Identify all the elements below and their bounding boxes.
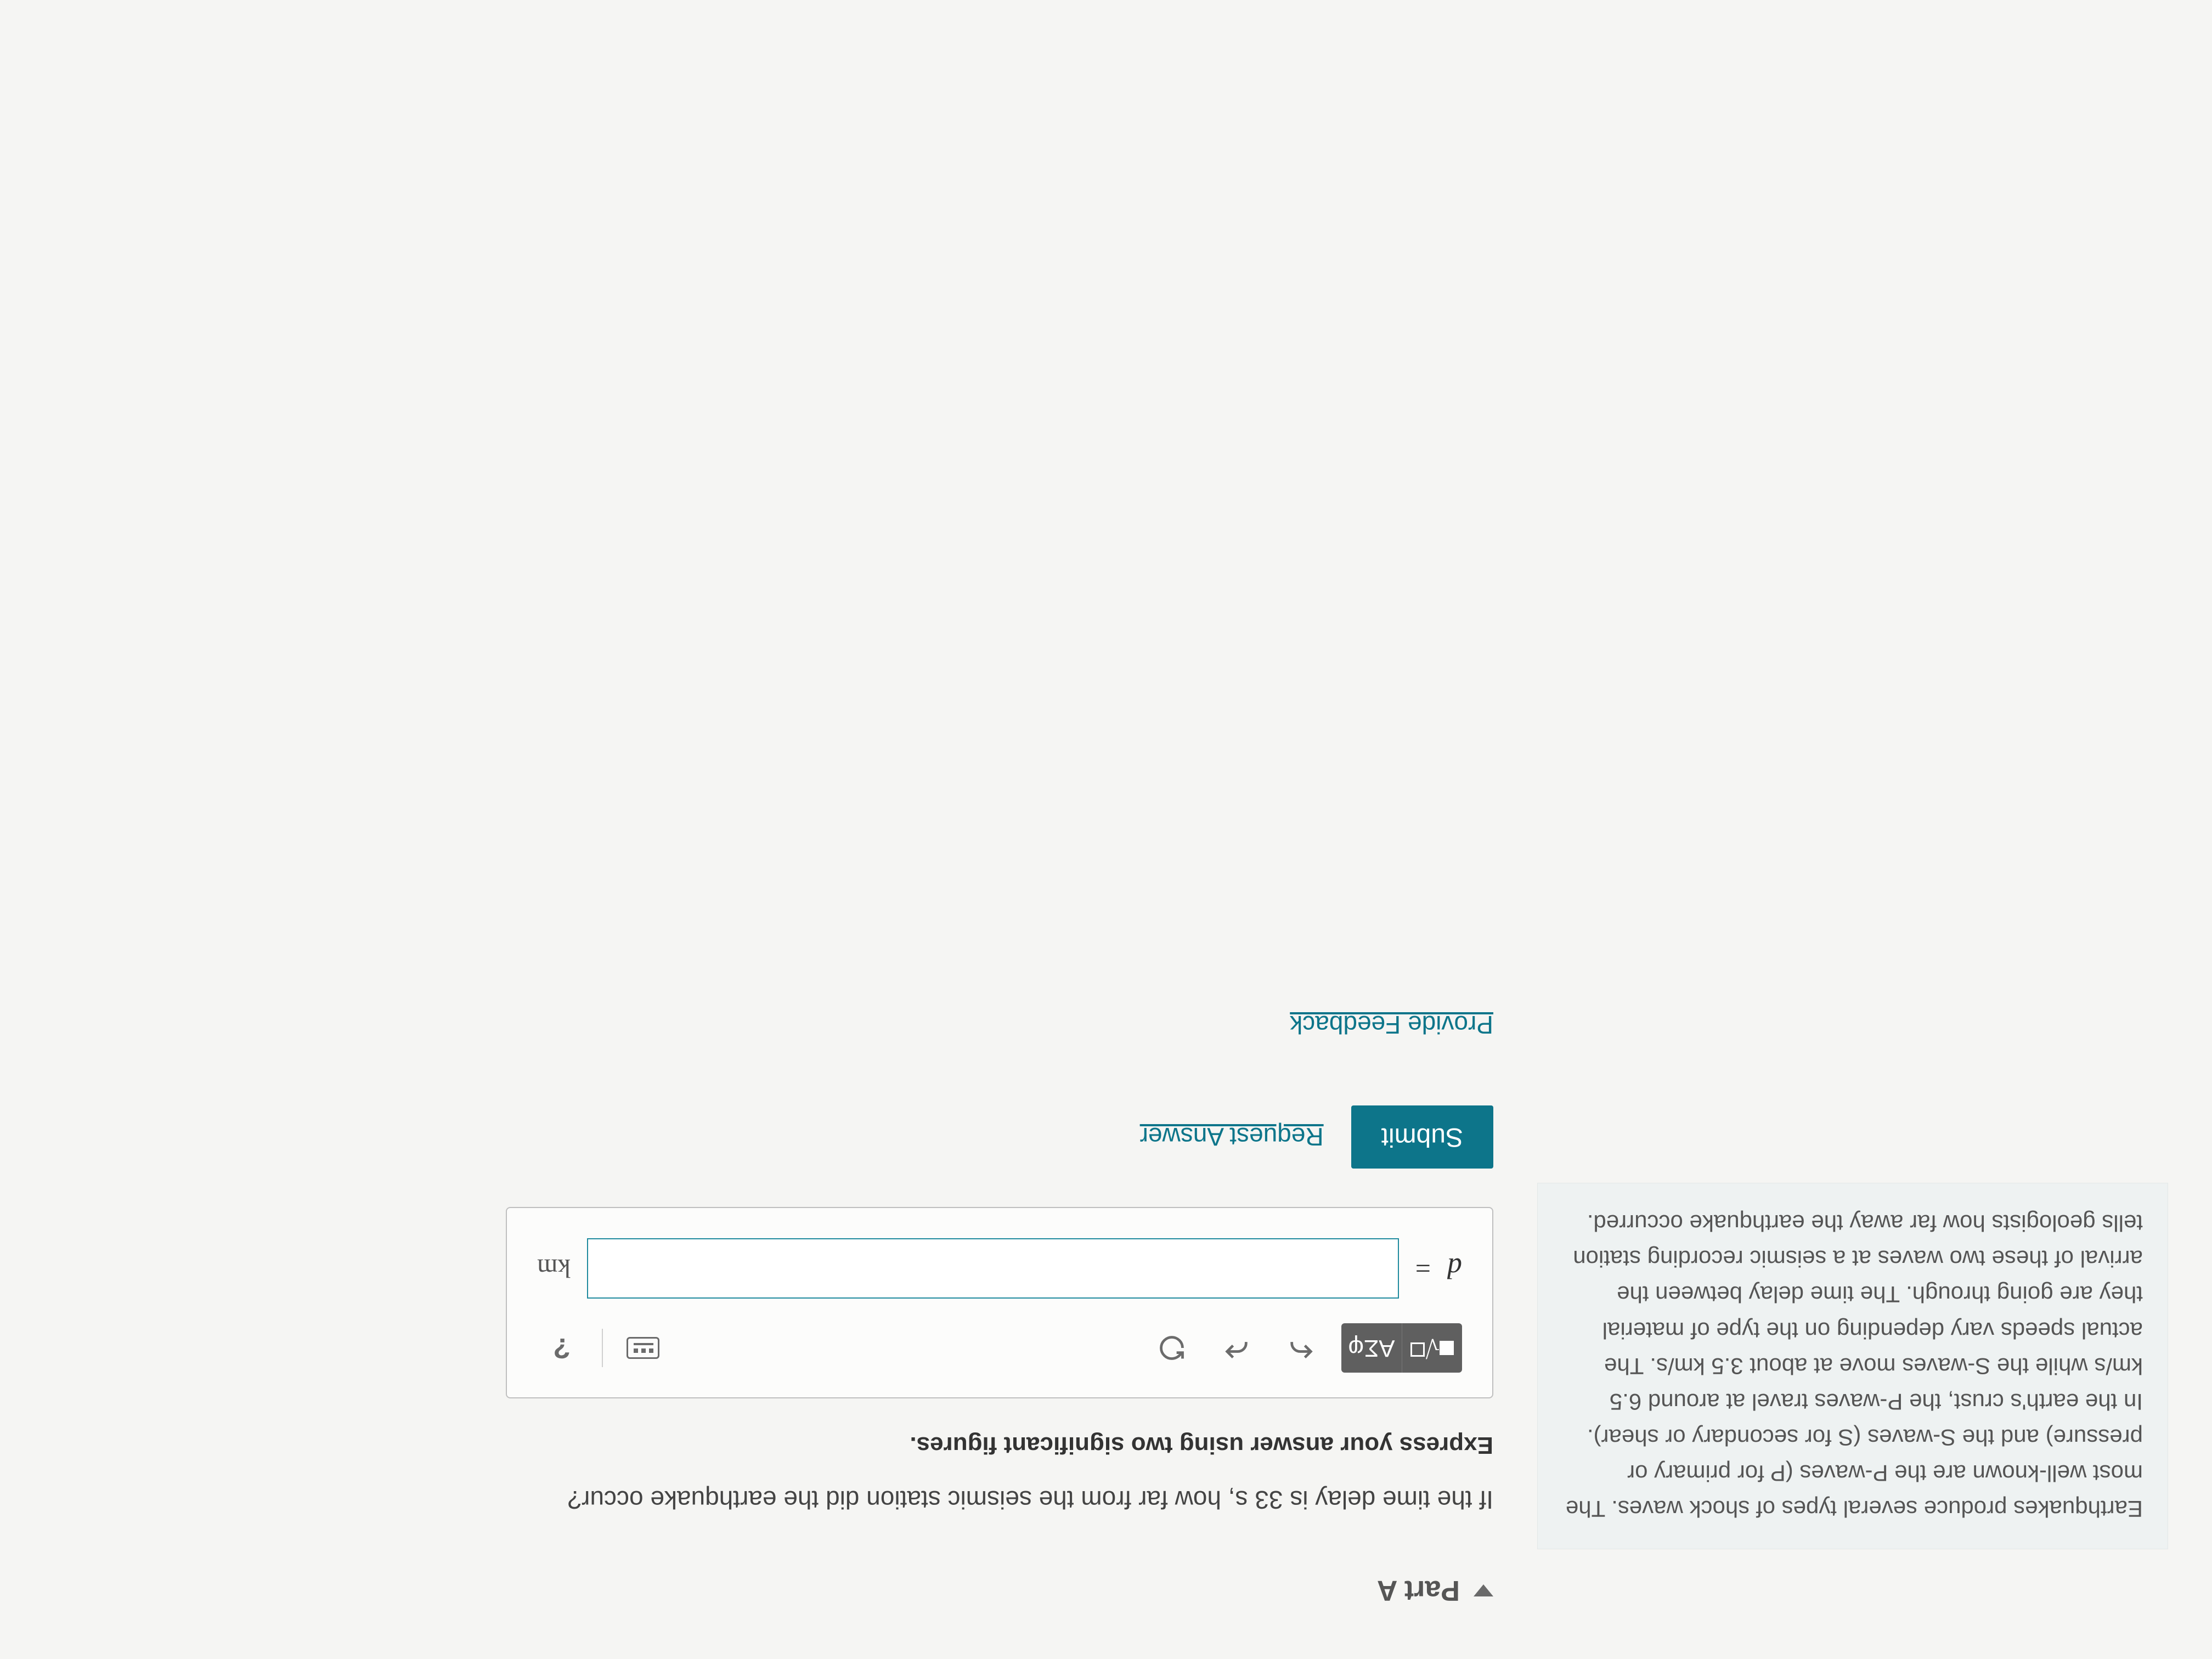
left-column: Earthquakes produce several types of sho… <box>1537 33 2168 1626</box>
keyboard-icon <box>627 1337 659 1359</box>
problem-context-box: Earthquakes produce several types of sho… <box>1537 1183 2168 1549</box>
question-text: If the time delay is 33 s, how far from … <box>44 1481 1493 1519</box>
undo-icon <box>1287 1334 1316 1362</box>
reset-icon <box>1158 1334 1186 1362</box>
keyboard-button[interactable] <box>618 1323 668 1373</box>
variable-label: d <box>1447 1251 1462 1285</box>
toolbar-divider <box>602 1329 603 1367</box>
provide-feedback-link[interactable]: Provide Feedback <box>1290 1010 1493 1040</box>
submit-button[interactable]: Submit <box>1351 1105 1493 1169</box>
sqrt-icon: √ <box>1410 1334 1440 1363</box>
request-answer-link[interactable]: Request Answer <box>1140 1122 1324 1152</box>
help-icon: ? <box>553 1331 571 1364</box>
page-root: Earthquakes produce several types of sho… <box>0 0 2212 1659</box>
redo-icon <box>1222 1334 1251 1362</box>
redo-button[interactable] <box>1212 1323 1261 1373</box>
undo-button[interactable] <box>1277 1323 1326 1373</box>
right-column: Part A If the time delay is 33 s, how fa… <box>44 33 1493 1626</box>
part-header[interactable]: Part A <box>44 1557 1493 1626</box>
templates-button[interactable]: √ <box>1402 1323 1462 1373</box>
toolbar-group-templates: √ ΑΣφ <box>1341 1323 1462 1373</box>
answer-row: d = km <box>537 1238 1462 1299</box>
equation-toolbar: √ ΑΣφ <box>537 1323 1462 1373</box>
answer-input[interactable] <box>587 1238 1398 1299</box>
help-button[interactable]: ? <box>537 1323 586 1373</box>
chevron-down-icon <box>1474 1584 1493 1596</box>
square-icon <box>1440 1341 1454 1355</box>
symbols-button[interactable]: ΑΣφ <box>1341 1323 1402 1373</box>
problem-context-text: Earthquakes produce several types of sho… <box>1566 1210 2143 1522</box>
symbols-label: ΑΣφ <box>1348 1334 1395 1362</box>
equals-sign: = <box>1415 1252 1431 1284</box>
instruction-text: Express your answer using two significan… <box>44 1431 1493 1459</box>
answer-panel: √ ΑΣφ <box>506 1207 1493 1398</box>
action-row: Submit Request Answer <box>44 1105 1493 1169</box>
part-title: Part A <box>1377 1574 1460 1607</box>
reset-button[interactable] <box>1147 1323 1197 1373</box>
unit-label: km <box>537 1254 571 1284</box>
